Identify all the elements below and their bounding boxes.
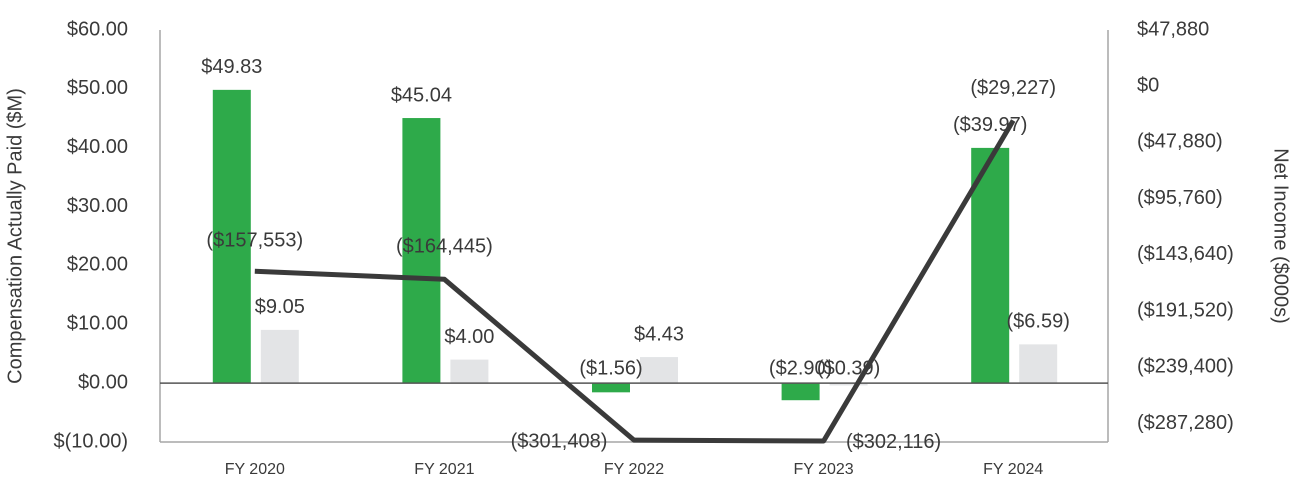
- y2-axis-title: Net Income ($000s): [1270, 148, 1292, 324]
- line-series: [254, 119, 1016, 444]
- bar-value-label: ($6.59): [1007, 311, 1070, 333]
- bar: [1019, 344, 1058, 384]
- bar-value-label: $45.04: [391, 84, 452, 106]
- bar-value-label: $49.83: [201, 56, 262, 78]
- x-tick-label: FY 2020: [225, 461, 285, 478]
- y2-tick-label: ($47,880): [1137, 131, 1223, 153]
- bar-value-label: ($2.90): [769, 357, 832, 379]
- line-value-label: ($164,445): [396, 236, 493, 258]
- bar: [640, 357, 678, 384]
- line-value-label: ($301,408): [511, 430, 608, 452]
- y-axis-title: Compensation Actually Paid ($M): [4, 88, 26, 384]
- y-tick-label: $0.00: [78, 371, 128, 393]
- bar-value-label: ($0.39): [817, 357, 880, 379]
- bar-value-label: ($39.97): [953, 114, 1028, 136]
- y-tick-label: $10.00: [67, 313, 128, 335]
- bar: [402, 118, 441, 384]
- y-tick-label: $60.00: [67, 18, 128, 40]
- bar-value-label: $4.00: [444, 326, 494, 348]
- bar-value-label: ($1.56): [579, 357, 642, 379]
- y-tick-label: $(10.00): [54, 430, 129, 452]
- x-tick-label: FY 2021: [414, 461, 474, 478]
- y2-tick-label: ($191,520): [1137, 299, 1234, 321]
- y2-tick-label: $47,880: [1137, 18, 1209, 40]
- bar: [260, 329, 299, 384]
- y-tick-label: $30.00: [67, 195, 128, 217]
- bar-value-label: $9.05: [255, 296, 305, 318]
- line-value-label: ($29,227): [970, 77, 1056, 99]
- bar: [592, 383, 630, 393]
- y-tick-label: $50.00: [67, 77, 128, 99]
- x-tick-label: FY 2022: [604, 461, 664, 478]
- bar-value-label: $4.43: [634, 323, 684, 345]
- bar: [450, 359, 489, 384]
- bar: [212, 89, 251, 384]
- y2-tick-label: ($287,280): [1137, 412, 1234, 434]
- y2-tick-label: ($143,640): [1137, 243, 1234, 265]
- line-value-label: ($302,116): [846, 431, 941, 453]
- y2-tick-label: $0: [1137, 75, 1159, 97]
- x-tick-label: FY 2023: [793, 461, 853, 478]
- y2-tick-label: ($239,400): [1137, 356, 1234, 378]
- x-tick-label: FY 2024: [983, 461, 1043, 478]
- bar: [781, 383, 820, 401]
- y-tick-label: $40.00: [67, 136, 128, 158]
- y2-tick-label: ($95,760): [1137, 187, 1223, 209]
- bar: [971, 147, 1010, 384]
- bar: [829, 383, 868, 386]
- y-tick-label: $20.00: [67, 254, 128, 276]
- line-value-label: ($157,553): [206, 229, 303, 251]
